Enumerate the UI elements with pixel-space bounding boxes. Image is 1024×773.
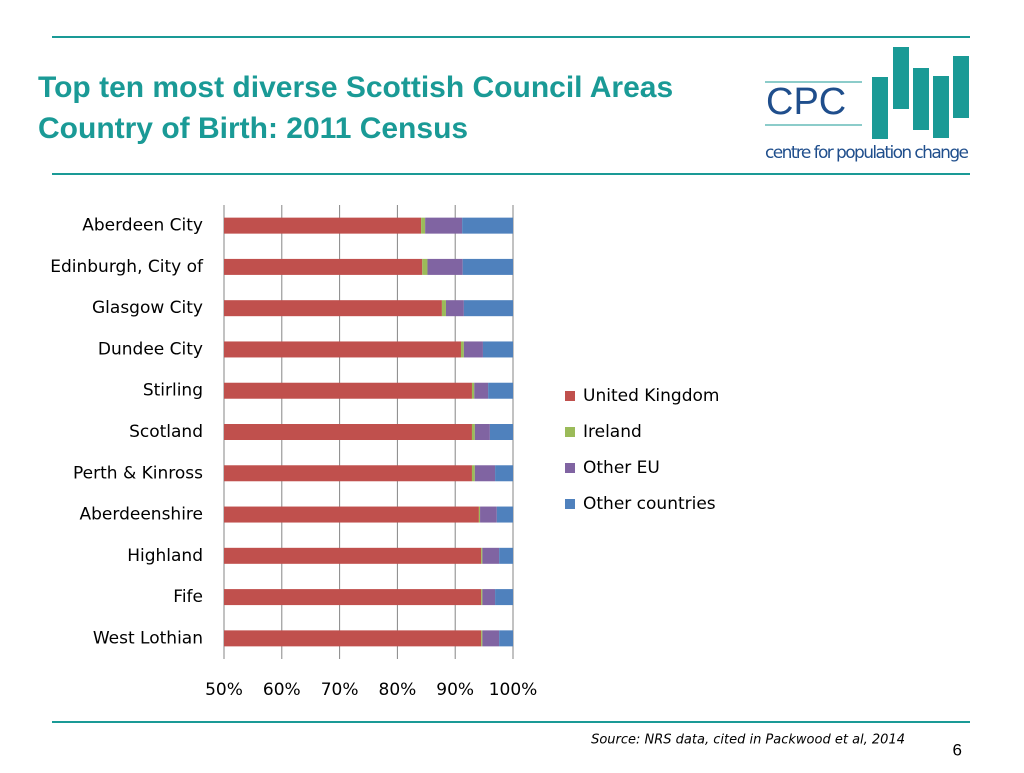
bar-segment xyxy=(495,589,513,606)
bar-segment xyxy=(224,424,472,440)
bar-segment xyxy=(421,217,426,234)
y-tick-label: Stirling xyxy=(143,381,203,401)
bars xyxy=(224,217,513,647)
bar-segment xyxy=(224,341,461,358)
x-tick-label: 60% xyxy=(263,680,301,700)
logo: CPC centre for population change xyxy=(765,47,969,163)
bar-segment xyxy=(425,217,463,234)
y-tick-label: West Lothian xyxy=(93,628,203,648)
bar-segment xyxy=(480,506,497,523)
bar-segment xyxy=(481,589,483,606)
bar-segment xyxy=(481,630,483,647)
bar-segment xyxy=(496,506,513,523)
bar-segment xyxy=(471,424,475,440)
logo-text: centre for population change xyxy=(765,143,969,163)
slide-title: Top ten most diverse Scottish Council Ar… xyxy=(38,71,673,104)
bar-segment xyxy=(499,630,513,647)
bar-segment xyxy=(462,258,513,275)
logo-bar xyxy=(893,47,909,109)
bar-segment xyxy=(474,465,496,482)
y-tick-label: Perth & Kinross xyxy=(73,463,203,483)
bar-segment xyxy=(474,424,490,440)
bar-segment xyxy=(482,589,496,606)
logo-abbr: CPC xyxy=(766,81,846,123)
bar-segment xyxy=(489,424,513,440)
x-tick-label: 70% xyxy=(321,680,359,700)
bar-segment xyxy=(482,547,500,564)
x-tick-label: 80% xyxy=(379,680,417,700)
bar-segment xyxy=(482,630,500,647)
page-number: 6 xyxy=(953,740,962,759)
legend-label: Other EU xyxy=(583,458,660,478)
bar-segment xyxy=(471,382,475,399)
slide-subtitle: Country of Birth: 2011 Census xyxy=(38,112,468,145)
y-tick-label: Fife xyxy=(173,587,203,607)
logo-bar xyxy=(913,68,929,130)
legend-swatch xyxy=(565,463,575,473)
legend-swatch xyxy=(565,499,575,509)
source-note: Source: NRS data, cited in Packwood et a… xyxy=(591,733,905,748)
logo-bar xyxy=(933,76,949,138)
bar-segment xyxy=(482,341,513,358)
bar-segment xyxy=(460,341,464,358)
bar-segment xyxy=(445,300,464,317)
bar-segment xyxy=(463,341,483,358)
legend-label: United Kingdom xyxy=(583,386,719,406)
bar-segment xyxy=(462,217,513,234)
bar-segment xyxy=(471,465,475,482)
bar-segment xyxy=(224,547,482,564)
bar-segment xyxy=(224,465,472,482)
y-tick-label: Edinburgh, City of xyxy=(50,257,204,277)
bar-segment xyxy=(224,630,482,647)
bar-segment xyxy=(224,382,472,399)
legend-swatch xyxy=(565,391,575,401)
legend-label: Other countries xyxy=(583,494,716,514)
x-tick-label: 100% xyxy=(489,680,538,700)
bar-segment xyxy=(495,465,513,482)
y-tick-label: Aberdeen City xyxy=(82,216,203,236)
bar-segment xyxy=(481,547,483,564)
bar-segment xyxy=(224,217,422,234)
chart: 50% 60% 70% 80% 90% 100% Aberdeen City Edinburg… xyxy=(50,205,719,700)
logo-bar xyxy=(953,56,969,118)
x-tick-label: 50% xyxy=(205,680,243,700)
bar-segment xyxy=(422,258,428,275)
y-tick-label: Glasgow City xyxy=(92,298,203,318)
bar-segment xyxy=(427,258,463,275)
y-tick-label: Highland xyxy=(127,546,203,566)
bar-segment xyxy=(224,258,423,275)
y-tick-label: Aberdeenshire xyxy=(80,505,203,525)
bar-segment xyxy=(463,300,513,317)
bar-segment xyxy=(224,506,479,523)
bar-segment xyxy=(441,300,446,317)
bar-segment xyxy=(224,300,442,317)
y-tick-label: Scotland xyxy=(129,422,203,442)
legend-swatch xyxy=(565,427,575,437)
y-tick-label: Dundee City xyxy=(98,339,203,359)
legend-label: Ireland xyxy=(583,422,642,442)
bar-segment xyxy=(499,547,513,564)
bar-segment xyxy=(478,506,481,523)
bar-segment xyxy=(224,589,482,606)
x-tick-label: 90% xyxy=(436,680,474,700)
bar-segment xyxy=(474,382,489,399)
logo-bar xyxy=(872,77,888,139)
bar-segment xyxy=(488,382,513,399)
